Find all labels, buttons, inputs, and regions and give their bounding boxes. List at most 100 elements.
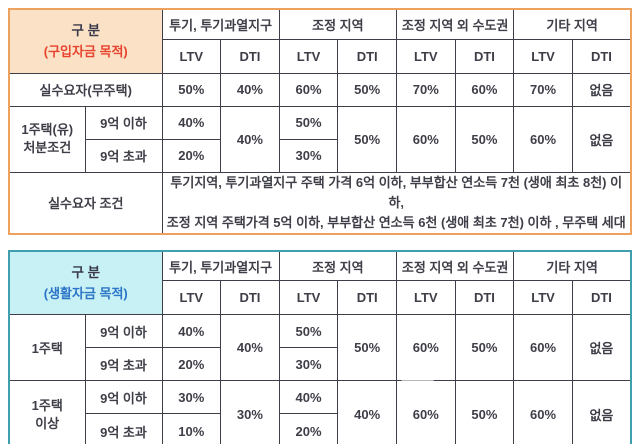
dti-header: DTI [220,280,280,316]
region-header-metro: 조정 지역 외 수도권 [395,8,515,40]
value-cell: 50% [161,72,222,107]
row-label-one-house: 1주택 [8,314,86,382]
region-header-speculation: 투기, 투기과열지구 [161,8,280,40]
value-cell: 40% [337,380,397,444]
ltv-header: LTV [396,280,456,316]
value-cell: 60% [396,105,456,173]
region-header-other: 기타 지역 [513,8,632,40]
dti-header: DTI [571,38,632,74]
value-cell: 50% [454,380,515,444]
table2-title: 구 분 [71,264,101,280]
table2-corner-header: 구 분 (생활자금 목적) [8,250,163,316]
value-cell: 60% [454,72,515,107]
value-cell: 50% [454,314,515,382]
row-label-line: 이상 [35,415,60,431]
region-header-adjusted: 조정 지역 [278,250,398,282]
value-cell: 40% [220,314,280,382]
region-header-speculation: 투기, 투기과열지구 [161,250,280,282]
ltv-header: LTV [396,38,456,74]
value-cell: 50% [337,105,397,173]
table-row: 1주택 이상 9억 이하 30% 30% 40% 40% 60% 50% 60%… [8,380,632,444]
value-cell: 10% [161,413,222,444]
table-row: 1주택 9억 이하 40% 40% 50% 50% 60% 50% 60% 없음 [8,314,632,382]
value-cell: 30% [220,380,280,444]
sub-row-label: 9억 이하 [84,314,163,349]
purchase-funds-table: 구 분 (구입자금 목적) 투기, 투기과열지구 조정 지역 조정 지역 외 수… [8,8,632,235]
table-row: 9억 초과 20% 30% [9,138,631,173]
table-row: LTV DTI LTV DTI LTV DTI LTV DTI [9,38,632,74]
value-cell: 40% [278,380,339,415]
ltv-header: LTV [161,38,222,74]
table-row: 구 분 (생활자금 목적) 투기, 투기과열지구 조정 지역 조정 지역 외 수… [8,250,632,316]
table-row: 9억 초과 10% 20% [9,413,631,444]
value-cell: 60% [513,314,573,382]
dti-header: DTI [337,38,397,74]
row-label-line: 1주택(유) [21,122,74,138]
row-label-line: 1주택 [31,398,63,414]
value-cell: 50% [278,314,339,349]
value-cell: 20% [278,413,339,444]
value-cell: 40% [161,105,222,140]
value-cell: 60% [396,380,456,444]
value-cell: 70% [396,72,456,107]
table-row: 1주택(유) 처분조건 9억 이하 40% 40% 50% 50% 60% 50… [8,105,632,173]
condition-line-1: 투기지역, 투기과열지구 주택 가격 6억 이하, 부부합산 연소득 7천 (생… [170,174,623,210]
row-label-condition: 실수요자 조건 [8,171,163,235]
value-cell: 50% [337,72,397,107]
ltv-header: LTV [513,38,573,74]
row-label-one-house-disposal: 1주택(유) 처분조건 [8,105,86,173]
value-cell: 20% [161,138,222,173]
sub-row-label: 9억 이하 [84,105,163,140]
value-cell: 없음 [571,314,632,382]
value-cell: 30% [161,380,222,415]
table1-corner-header: 구 분 (구입자금 목적) [8,8,163,74]
value-cell: 60% [513,380,573,444]
dti-header: DTI [454,38,515,74]
value-cell: 없음 [571,380,632,444]
ltv-header: LTV [513,280,573,316]
value-cell: 20% [161,347,222,382]
table-row: LTV DTI LTV DTI LTV DTI LTV DTI [9,280,632,316]
row-label-multi-house: 1주택 이상 [8,380,86,444]
value-cell: 30% [278,138,339,173]
dti-header: DTI [454,280,515,316]
table-row: 실수요자 조건 투기지역, 투기과열지구 주택 가격 6억 이하, 부부합산 연… [8,171,632,235]
dti-header: DTI [220,38,280,74]
table-row: 9억 초과 20% 30% [9,347,631,382]
value-cell: 50% [454,105,515,173]
table-row: 구 분 (구입자금 목적) 투기, 투기과열지구 조정 지역 조정 지역 외 수… [8,8,632,74]
row-label-owner-free: 실수요자(무주택) [8,72,163,107]
ltv-header: LTV [278,280,339,316]
table-row: 실수요자(무주택) 50% 40% 60% 50% 70% 60% 70% 없음 [8,72,632,107]
table1-subtitle: (구입자금 목적) [43,44,128,60]
value-cell: 없음 [571,105,632,173]
dti-header: DTI [571,280,632,316]
value-cell: 60% [396,314,456,382]
region-header-adjusted: 조정 지역 [278,8,398,40]
value-cell: 40% [161,314,222,349]
value-cell: 없음 [571,72,632,107]
value-cell: 60% [513,105,573,173]
value-cell: 60% [278,72,339,107]
table2-subtitle: (생활자금 목적) [43,286,128,301]
region-header-metro: 조정 지역 외 수도권 [395,250,515,282]
value-cell: 40% [220,105,280,173]
dti-header: DTI [337,280,397,316]
region-header-other: 기타 지역 [513,250,632,282]
condition-text-cell: 투기지역, 투기과열지구 주택 가격 6억 이하, 부부합산 연소득 7천 (생… [161,171,632,235]
living-funds-table: 구 분 (생활자금 목적) 투기, 투기과열지구 조정 지역 조정 지역 외 수… [8,249,632,444]
value-cell: 40% [220,72,280,107]
sub-row-label: 9억 초과 [84,413,163,444]
value-cell: 30% [278,347,339,382]
condition-line-2: 조정 지역 주택가격 5억 이하, 부부합산 연소득 6천 (생애 최초 7천)… [166,214,626,230]
ltv-header: LTV [278,38,339,74]
value-cell: 50% [278,105,339,140]
value-cell: 70% [513,72,573,107]
value-cell: 50% [337,314,397,382]
sub-row-label: 9억 초과 [84,347,163,382]
sub-row-label: 9억 초과 [84,138,163,173]
sub-row-label: 9억 이하 [84,380,163,415]
ltv-header: LTV [161,280,222,316]
table1-title: 구 분 [71,22,101,38]
